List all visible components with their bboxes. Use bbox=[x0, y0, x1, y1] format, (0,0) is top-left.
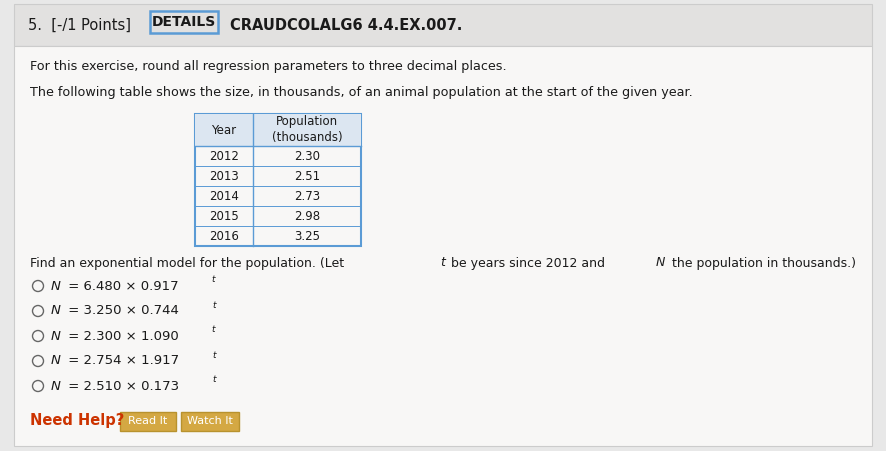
Text: = 2.300 × 1.090: = 2.300 × 1.090 bbox=[64, 330, 178, 342]
Text: t: t bbox=[212, 376, 215, 385]
Text: the population in thousands.): the population in thousands.) bbox=[667, 257, 855, 270]
Circle shape bbox=[33, 381, 43, 391]
Circle shape bbox=[33, 331, 43, 341]
Circle shape bbox=[33, 281, 43, 291]
Text: 2012: 2012 bbox=[209, 149, 238, 162]
Text: t: t bbox=[212, 326, 215, 335]
Text: Year: Year bbox=[211, 124, 237, 137]
Text: N: N bbox=[51, 379, 61, 392]
Text: t: t bbox=[212, 276, 215, 285]
FancyBboxPatch shape bbox=[181, 412, 238, 431]
Text: For this exercise, round all regression parameters to three decimal places.: For this exercise, round all regression … bbox=[30, 60, 506, 73]
Text: N: N bbox=[51, 304, 61, 318]
Text: 2015: 2015 bbox=[209, 210, 238, 222]
Circle shape bbox=[33, 355, 43, 367]
Text: t: t bbox=[212, 300, 215, 309]
Text: be years since 2012 and: be years since 2012 and bbox=[447, 257, 608, 270]
Text: N: N bbox=[51, 280, 61, 293]
Text: 2016: 2016 bbox=[209, 230, 238, 243]
Text: t: t bbox=[440, 257, 445, 270]
Text: t: t bbox=[212, 350, 215, 359]
Text: Find an exponential model for the population. (Let: Find an exponential model for the popula… bbox=[30, 257, 347, 270]
Text: N: N bbox=[51, 330, 61, 342]
Text: The following table shows the size, in thousands, of an animal population at the: The following table shows the size, in t… bbox=[30, 86, 692, 99]
Text: 5.  [-/1 Points]: 5. [-/1 Points] bbox=[28, 18, 131, 32]
Text: = 2.510 × 0.173: = 2.510 × 0.173 bbox=[64, 379, 179, 392]
FancyBboxPatch shape bbox=[150, 11, 218, 33]
FancyBboxPatch shape bbox=[120, 412, 175, 431]
Text: Population
(thousands): Population (thousands) bbox=[271, 115, 342, 144]
Text: 2.51: 2.51 bbox=[293, 170, 320, 183]
Text: = 6.480 × 0.917: = 6.480 × 0.917 bbox=[64, 280, 178, 293]
Text: 2.98: 2.98 bbox=[293, 210, 320, 222]
Text: 2.73: 2.73 bbox=[293, 189, 320, 202]
Text: 2014: 2014 bbox=[209, 189, 238, 202]
Text: N: N bbox=[51, 354, 61, 368]
FancyBboxPatch shape bbox=[195, 114, 361, 146]
Text: Read It: Read It bbox=[128, 417, 167, 427]
Text: = 2.754 × 1.917: = 2.754 × 1.917 bbox=[64, 354, 179, 368]
FancyBboxPatch shape bbox=[195, 114, 361, 246]
Text: Watch It: Watch It bbox=[187, 417, 233, 427]
Text: DETAILS: DETAILS bbox=[152, 15, 216, 29]
Text: N: N bbox=[655, 257, 664, 270]
Circle shape bbox=[33, 305, 43, 317]
Text: Need Help?: Need Help? bbox=[30, 413, 124, 428]
Text: 3.25: 3.25 bbox=[293, 230, 320, 243]
Text: 2013: 2013 bbox=[209, 170, 238, 183]
Text: = 3.250 × 0.744: = 3.250 × 0.744 bbox=[64, 304, 178, 318]
Text: CRAUDCOLALG6 4.4.EX.007.: CRAUDCOLALG6 4.4.EX.007. bbox=[229, 18, 462, 32]
FancyBboxPatch shape bbox=[14, 4, 871, 46]
FancyBboxPatch shape bbox=[14, 46, 871, 446]
Text: 2.30: 2.30 bbox=[293, 149, 320, 162]
